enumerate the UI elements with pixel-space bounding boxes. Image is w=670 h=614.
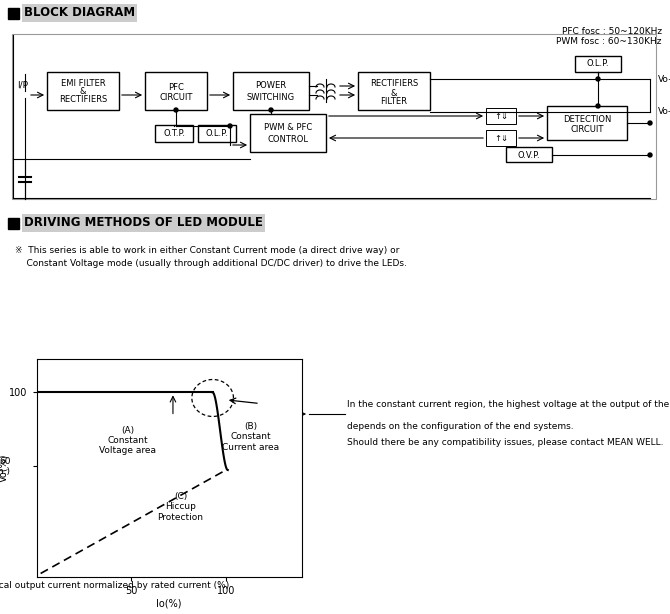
Text: ↑⇓: ↑⇓ bbox=[494, 112, 508, 120]
Circle shape bbox=[269, 108, 273, 112]
Bar bbox=[8, 8, 19, 19]
Bar bbox=[8, 218, 19, 229]
Text: Vo+: Vo+ bbox=[658, 74, 670, 84]
Bar bbox=[233, 72, 309, 110]
Text: PFC: PFC bbox=[168, 82, 184, 91]
Bar bbox=[547, 106, 627, 140]
Circle shape bbox=[596, 77, 600, 81]
Text: &: & bbox=[80, 88, 86, 96]
Text: POWER: POWER bbox=[255, 82, 287, 90]
Text: 60
(min.): 60 (min.) bbox=[0, 457, 11, 476]
Text: BLOCK DIAGRAM: BLOCK DIAGRAM bbox=[24, 7, 135, 20]
Text: Typical output current normalized by rated current (%): Typical output current normalized by rat… bbox=[0, 581, 229, 591]
Text: EMI FILTER: EMI FILTER bbox=[61, 79, 105, 88]
X-axis label: Io(%): Io(%) bbox=[156, 599, 182, 609]
Text: O.L.P.: O.L.P. bbox=[587, 60, 609, 69]
Circle shape bbox=[596, 104, 600, 108]
Text: PFC fosc : 50~120KHz
PWM fosc : 60~130KHz: PFC fosc : 50~120KHz PWM fosc : 60~130KH… bbox=[557, 27, 662, 47]
Bar bbox=[486, 130, 516, 146]
Text: ※  This series is able to work in either Constant Current mode (a direct drive w: ※ This series is able to work in either … bbox=[15, 246, 407, 268]
Circle shape bbox=[648, 153, 652, 157]
Text: CIRCUIT: CIRCUIT bbox=[159, 93, 193, 101]
Text: O.T.P.: O.T.P. bbox=[163, 130, 185, 139]
Bar bbox=[358, 72, 430, 110]
Text: (B)
Constant
Current area: (B) Constant Current area bbox=[222, 422, 279, 452]
Text: O.L.P.: O.L.P. bbox=[206, 130, 228, 139]
Text: DETECTION: DETECTION bbox=[563, 114, 611, 123]
Bar bbox=[12, 34, 656, 199]
Text: CIRCUIT: CIRCUIT bbox=[570, 125, 604, 133]
Text: (A)
Constant
Voltage area: (A) Constant Voltage area bbox=[99, 426, 156, 456]
Text: PWM & PFC: PWM & PFC bbox=[264, 123, 312, 133]
Text: ↑⇓: ↑⇓ bbox=[494, 133, 508, 142]
Text: I/P: I/P bbox=[17, 81, 28, 90]
Y-axis label: Vo(%): Vo(%) bbox=[0, 454, 8, 483]
Text: &: & bbox=[391, 88, 397, 98]
Text: Should there be any compatibility issues, please contact MEAN WELL.: Should there be any compatibility issues… bbox=[347, 438, 663, 447]
Circle shape bbox=[648, 121, 652, 125]
Bar bbox=[198, 125, 236, 142]
Text: RECTIFIERS: RECTIFIERS bbox=[370, 79, 418, 88]
Bar bbox=[155, 125, 193, 142]
Bar bbox=[47, 72, 119, 110]
Bar bbox=[145, 72, 207, 110]
Text: Vo-: Vo- bbox=[658, 107, 670, 117]
Text: In the constant current region, the highest voltage at the output of the driver: In the constant current region, the high… bbox=[347, 400, 670, 409]
Text: O.V.P.: O.V.P. bbox=[518, 150, 540, 160]
Text: SWITCHING: SWITCHING bbox=[247, 93, 295, 101]
Circle shape bbox=[174, 108, 178, 112]
Text: depends on the configuration of the end systems.: depends on the configuration of the end … bbox=[347, 422, 574, 431]
Text: CONTROL: CONTROL bbox=[267, 134, 308, 144]
Text: RECTIFIERS: RECTIFIERS bbox=[59, 96, 107, 104]
Text: DRIVING METHODS OF LED MODULE: DRIVING METHODS OF LED MODULE bbox=[24, 217, 263, 230]
Bar bbox=[575, 56, 621, 72]
Bar bbox=[250, 114, 326, 152]
Bar bbox=[486, 108, 516, 124]
Bar bbox=[506, 147, 552, 162]
Text: FILTER: FILTER bbox=[381, 98, 407, 106]
Circle shape bbox=[228, 124, 232, 128]
Text: (C)
Hiccup
Protection: (C) Hiccup Protection bbox=[157, 492, 204, 522]
